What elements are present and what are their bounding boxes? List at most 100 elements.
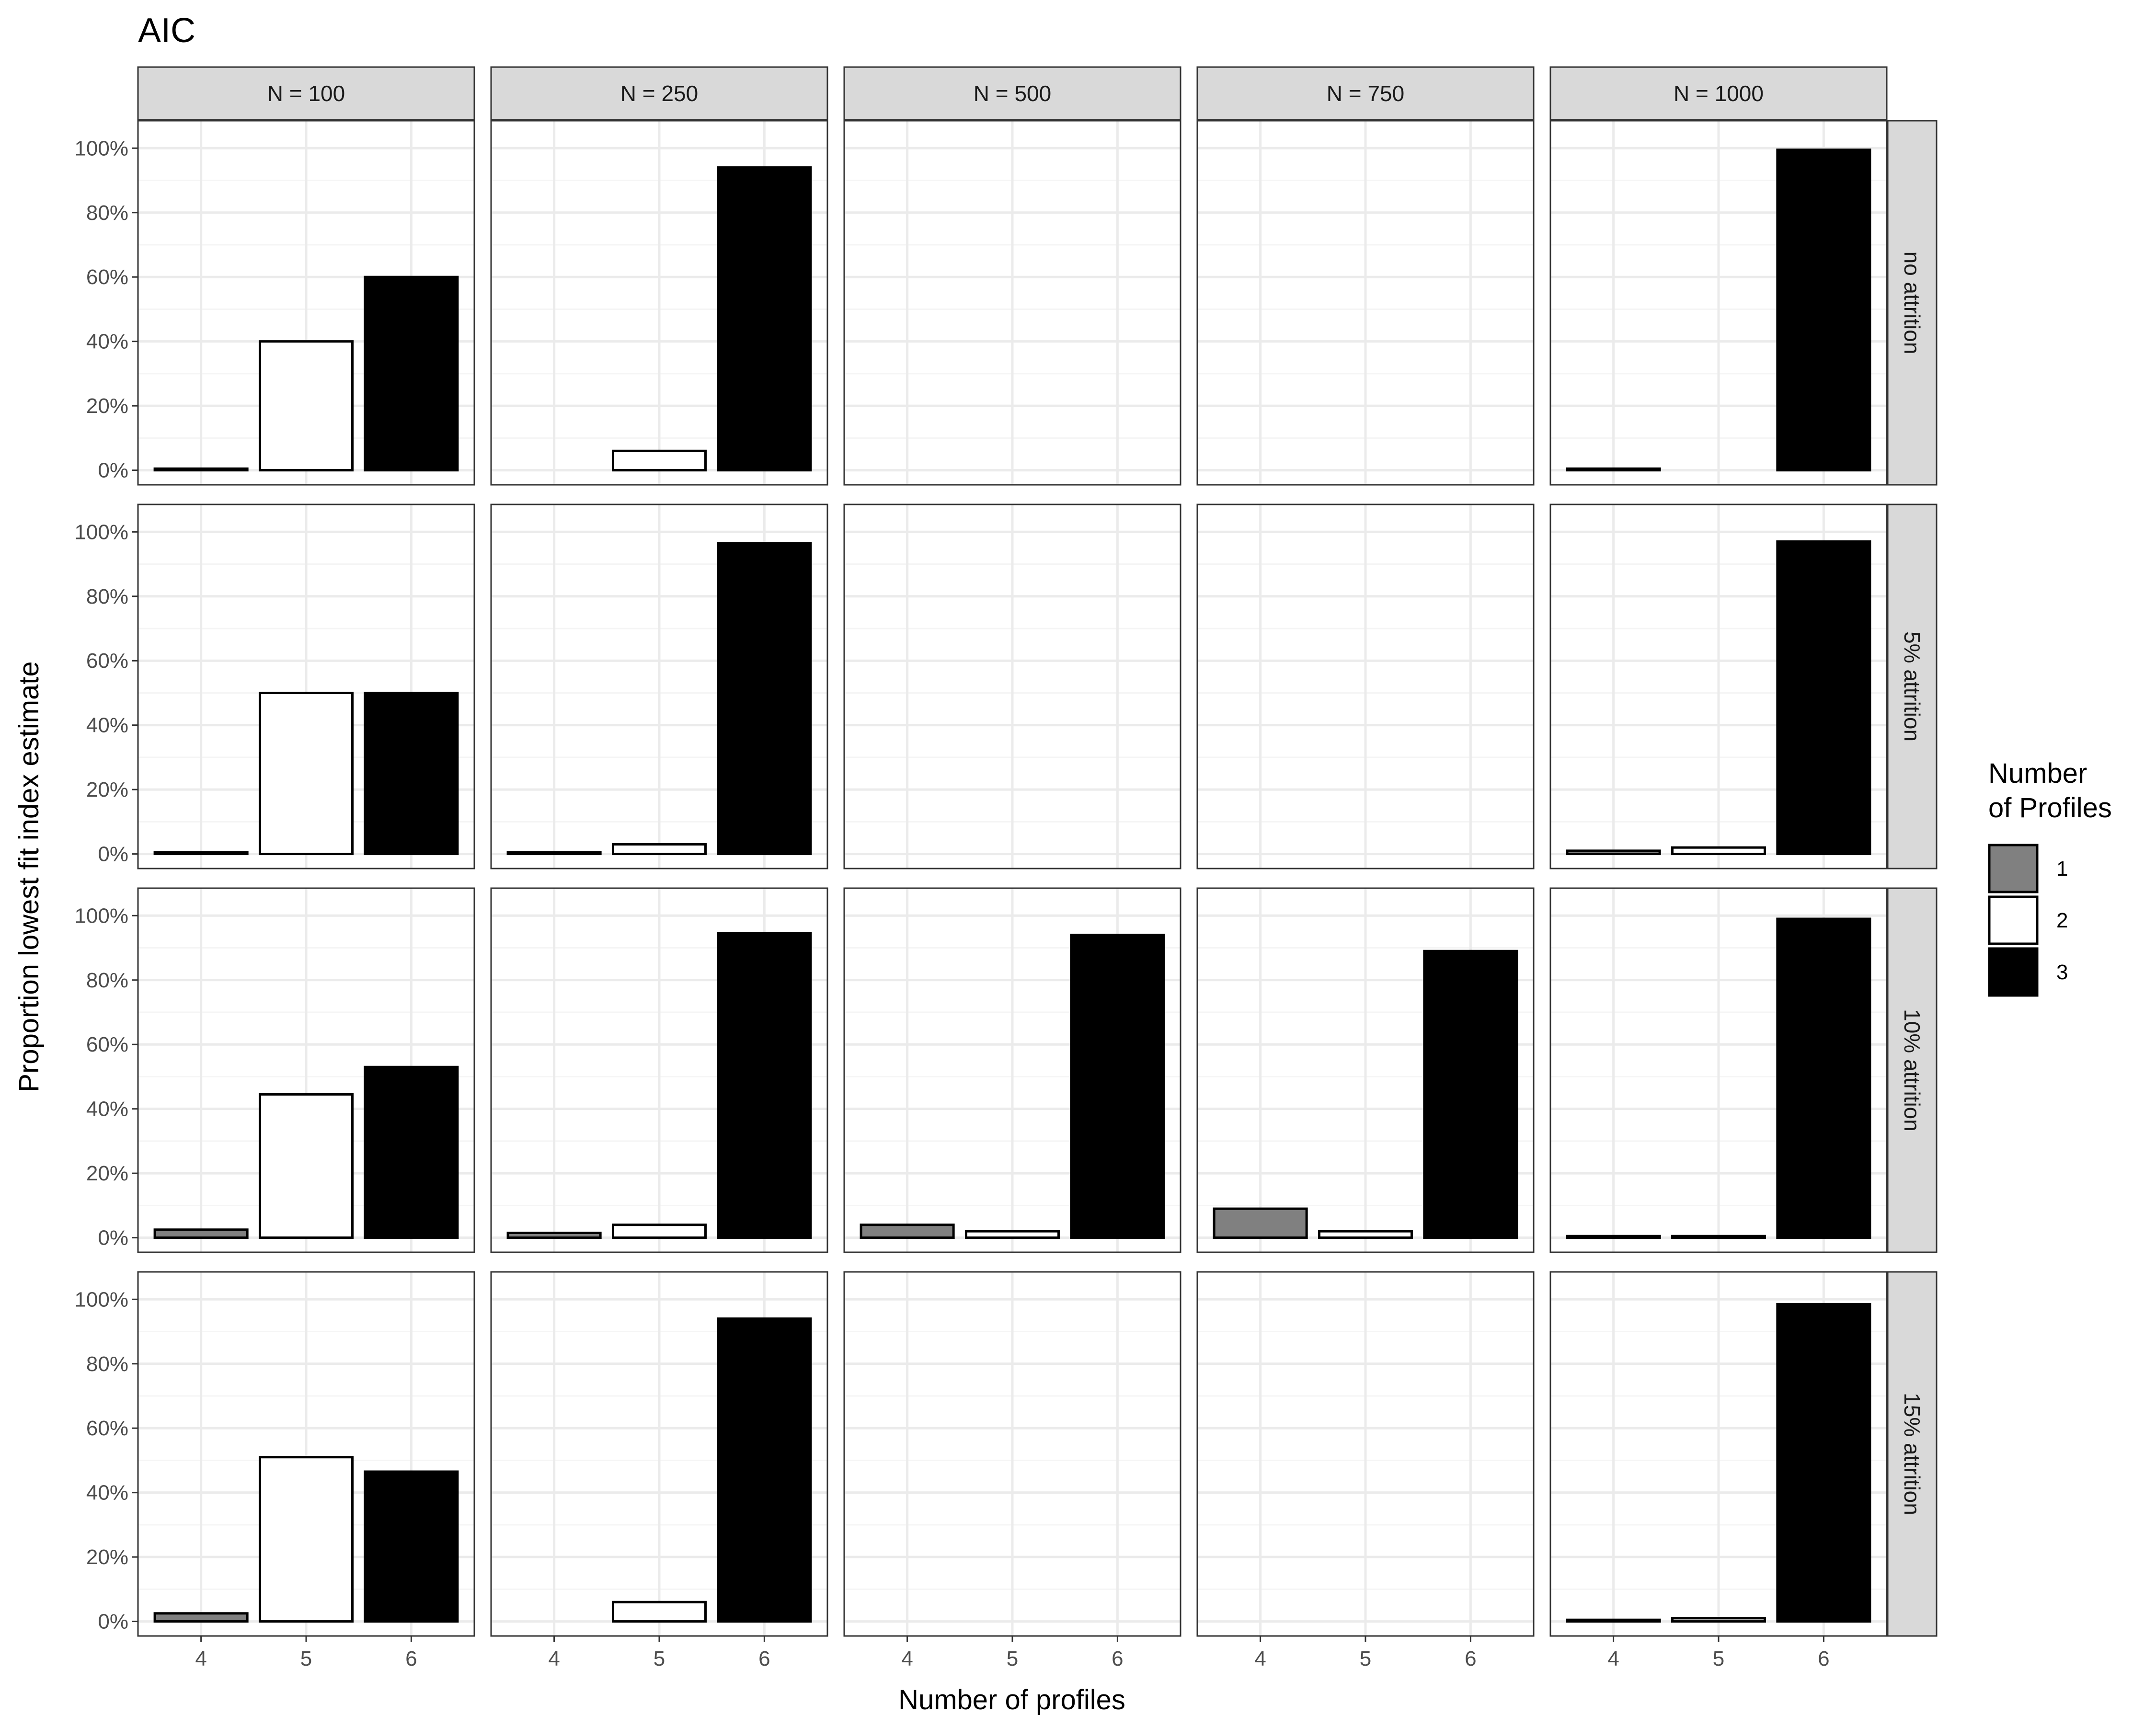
bar	[1776, 540, 1871, 856]
y-tick-label: 100%	[74, 1288, 128, 1311]
y-tick-label: 80%	[86, 585, 128, 608]
legend-label-2: 2	[2056, 909, 2068, 932]
bar	[153, 467, 249, 472]
x-tick-label: 5	[1713, 1647, 1724, 1670]
panel-border	[137, 120, 475, 486]
row-strip	[1887, 887, 1938, 1253]
bar	[1776, 149, 1871, 472]
bar	[860, 1224, 955, 1239]
column-strip	[1549, 66, 1888, 121]
x-tick-label: 4	[548, 1647, 560, 1670]
x-tick-label: 4	[1607, 1647, 1619, 1670]
y-tick-label: 80%	[86, 201, 128, 225]
bar	[1776, 917, 1871, 1239]
y-tick-label: 40%	[86, 714, 128, 737]
bar	[258, 691, 354, 856]
bar	[717, 1317, 812, 1623]
panel-border	[1549, 503, 1888, 869]
bar	[1671, 846, 1766, 856]
panel-border	[1549, 887, 1888, 1253]
bar	[364, 691, 459, 856]
legend-title-line1: Number	[1988, 758, 2087, 789]
bar	[1671, 1235, 1766, 1239]
legend-key-1	[1988, 844, 2039, 893]
y-tick-label: 0%	[98, 1226, 128, 1250]
bar	[153, 1612, 249, 1623]
bar	[964, 1230, 1060, 1239]
bar	[258, 1093, 354, 1239]
x-tick-label: 6	[1818, 1647, 1829, 1670]
y-tick-label: 20%	[86, 778, 128, 801]
bar	[717, 542, 812, 856]
row-strip	[1887, 120, 1938, 486]
column-strip-label: N = 100	[267, 81, 345, 106]
legend-title-line2: of Profiles	[1988, 792, 2112, 823]
bar	[153, 851, 249, 856]
y-tick-label: 20%	[86, 1162, 128, 1185]
legend-label-3: 3	[2056, 961, 2068, 984]
bar	[717, 166, 812, 472]
y-tick-label: 0%	[98, 459, 128, 482]
bar	[1566, 1618, 1661, 1623]
y-tick-label: 40%	[86, 1481, 128, 1505]
y-tick-label: 100%	[74, 520, 128, 544]
y-tick-label: 60%	[86, 1033, 128, 1056]
y-tick-label: 40%	[86, 1098, 128, 1121]
bar	[506, 851, 602, 856]
panel-border	[137, 887, 475, 1253]
panel-border	[490, 120, 828, 486]
panel-border	[137, 503, 475, 869]
legend-key-2	[1988, 895, 2039, 945]
bar	[1318, 1230, 1413, 1239]
column-strip-label: N = 1000	[1674, 81, 1764, 106]
x-tick-label: 4	[1254, 1647, 1266, 1670]
bar	[1213, 1207, 1308, 1239]
bar	[717, 932, 812, 1239]
x-tick-label: 6	[1112, 1647, 1123, 1670]
bar	[1423, 949, 1518, 1239]
bar	[1566, 849, 1661, 856]
bar	[611, 1224, 707, 1239]
bar	[611, 843, 707, 856]
column-strip-label: N = 500	[974, 81, 1051, 106]
x-tick-label: 5	[300, 1647, 312, 1670]
bar	[1671, 1617, 1766, 1623]
row-strip-label: 10% attrition	[1900, 1009, 1925, 1132]
y-tick-label: 60%	[86, 265, 128, 289]
column-strip-label: N = 250	[620, 81, 698, 106]
bar	[1070, 934, 1165, 1239]
x-tick-label: 4	[195, 1647, 206, 1670]
column-strip	[137, 66, 475, 121]
x-tick-label: 5	[654, 1647, 665, 1670]
column-strip	[843, 66, 1181, 121]
x-tick-label: 5	[1007, 1647, 1018, 1670]
panel-border	[843, 120, 1181, 486]
panel-border	[1196, 503, 1535, 869]
y-tick-label: 40%	[86, 330, 128, 354]
row-strip	[1887, 1271, 1938, 1637]
panel-border	[1196, 120, 1535, 486]
y-tick-label: 60%	[86, 1417, 128, 1440]
legend-label-1: 1	[2056, 857, 2068, 881]
row-strip	[1887, 503, 1938, 869]
y-tick-label: 20%	[86, 1545, 128, 1569]
x-tick-label: 5	[1360, 1647, 1371, 1670]
x-tick-label: 6	[758, 1647, 770, 1670]
row-strip-label: 15% attrition	[1900, 1393, 1925, 1515]
y-tick-label: 100%	[74, 904, 128, 927]
panel-border	[1549, 120, 1888, 486]
panel-border	[843, 503, 1181, 869]
bar	[611, 1601, 707, 1623]
y-tick-label: 80%	[86, 1352, 128, 1376]
y-axis-title: Proportion lowest fit index estimate	[13, 661, 45, 1092]
panel-border	[843, 887, 1181, 1253]
bar	[258, 1456, 354, 1623]
y-tick-label: 0%	[98, 1610, 128, 1634]
legend: Number of Profiles 1 2 3	[1988, 758, 2112, 997]
column-strip-label: N = 750	[1327, 81, 1404, 106]
column-strip	[1196, 66, 1535, 121]
y-tick-label: 20%	[86, 394, 128, 418]
bar	[364, 1065, 459, 1239]
